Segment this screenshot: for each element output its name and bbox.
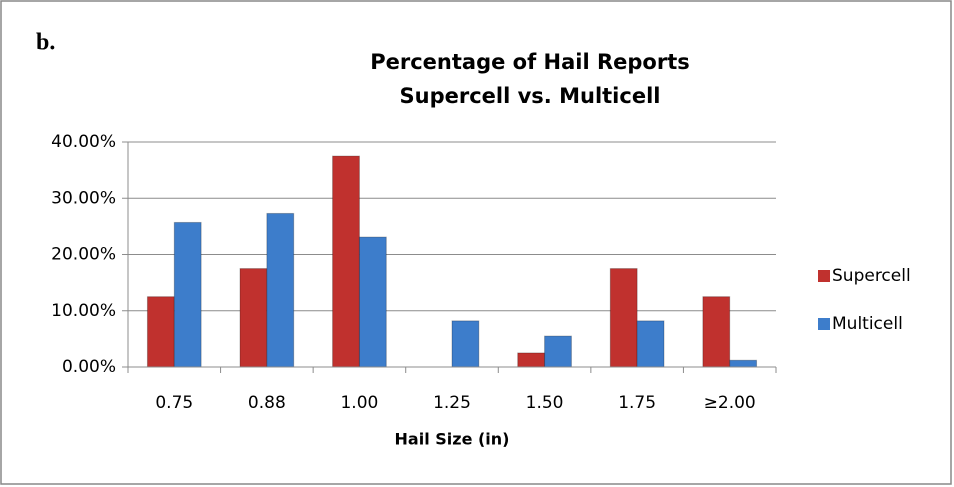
chart-title: Supercell vs. Multicell <box>400 84 661 108</box>
legend-label: Supercell <box>832 266 911 286</box>
x-tick-label: 1.00 <box>340 393 378 413</box>
y-tick-label: 40.00% <box>51 132 116 152</box>
x-tick-label: 0.75 <box>155 393 193 413</box>
bar <box>239 268 268 368</box>
x-tick-label: ≥2.00 <box>704 393 756 413</box>
legend-swatch <box>818 318 830 330</box>
bar <box>609 268 638 368</box>
x-tick-label: 1.75 <box>618 393 656 413</box>
y-tick-label: 10.00% <box>51 301 116 321</box>
x-tick-label: 1.25 <box>433 393 471 413</box>
bar <box>358 236 387 368</box>
chart-title: Percentage of Hail Reports <box>370 50 690 74</box>
bar <box>173 221 202 368</box>
bar <box>332 155 360 368</box>
bar <box>544 335 572 368</box>
panel-label: b. <box>36 30 55 56</box>
bar <box>266 212 295 368</box>
x-tick-label: 1.50 <box>526 393 564 413</box>
bar <box>636 320 665 368</box>
y-tick-label: 30.00% <box>51 188 116 208</box>
legend-label: Multicell <box>832 314 903 334</box>
bar <box>451 320 480 368</box>
y-tick-label: 0.00% <box>62 357 116 377</box>
bar <box>146 296 175 368</box>
x-tick-label: 0.88 <box>248 393 286 413</box>
bar <box>702 296 731 368</box>
bar <box>729 359 758 368</box>
y-tick-label: 20.00% <box>51 245 116 265</box>
x-axis-title: Hail Size (in) <box>395 430 510 449</box>
bar <box>517 352 546 368</box>
legend-swatch <box>818 270 830 282</box>
